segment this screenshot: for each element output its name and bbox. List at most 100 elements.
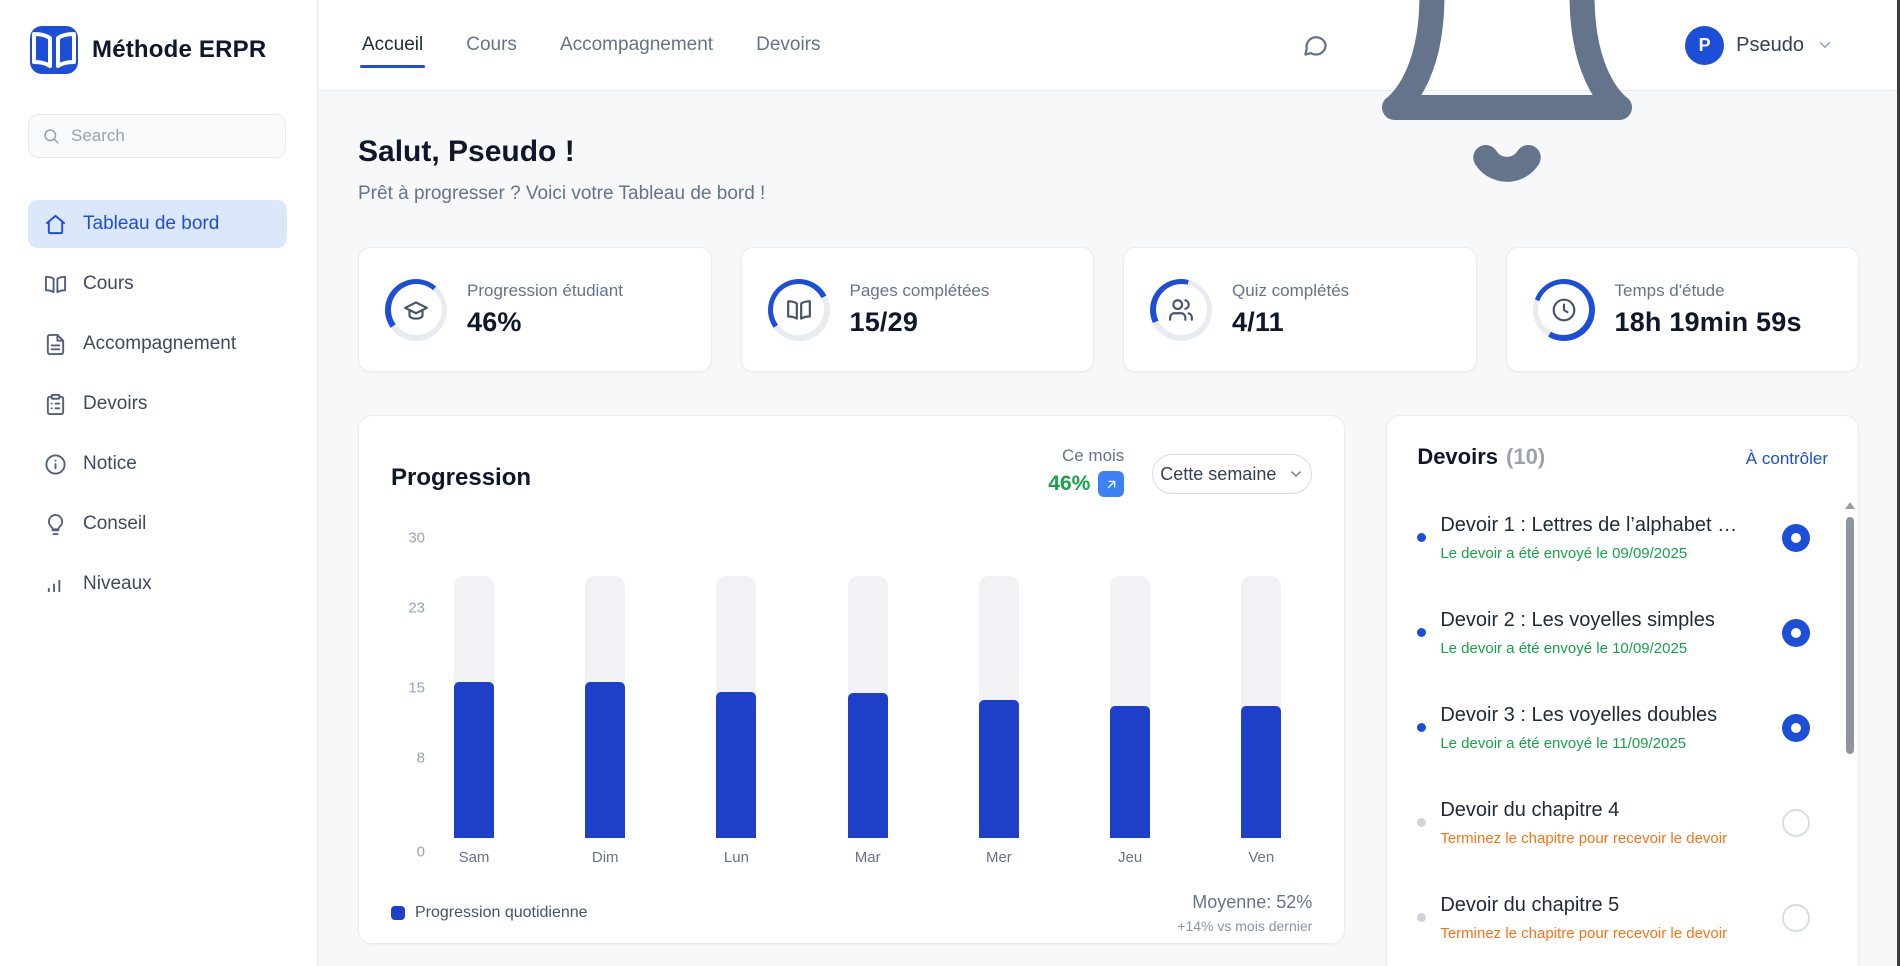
period-select-value: Cette semaine: [1160, 463, 1277, 484]
tab-cours[interactable]: Cours: [466, 34, 517, 55]
y-tick-label: 0: [416, 843, 425, 861]
x-axis-label: Sam: [458, 849, 490, 866]
devoir-radio[interactable]: [1782, 903, 1810, 932]
home-icon: [44, 213, 67, 236]
devoir-subtitle: Le devoir a été envoyé le 11/09/2025: [1440, 734, 1687, 752]
stat-card-4: Temps d'étude 18h 19min 59s: [1505, 247, 1859, 372]
user-menu[interactable]: P Pseudo: [1685, 25, 1834, 65]
average-delta: +14% vs mois dernier: [1177, 918, 1313, 934]
main-content: Salut, Pseudo ! Prêt à progresser ? Voic…: [319, 91, 1900, 966]
sidebar-item-niveaux[interactable]: Niveaux: [28, 560, 287, 608]
bar-track: [454, 576, 494, 838]
stat-value: 18h 19min 59s: [1614, 307, 1802, 337]
arrow-up-right-icon: [1104, 477, 1119, 492]
x-axis-label: Mar: [854, 849, 881, 866]
tab-accompagnement[interactable]: Accompagnement: [559, 34, 714, 55]
status-dot-icon: [1417, 818, 1427, 827]
devoir-subtitle: Le devoir a été envoyé le 10/09/2025: [1440, 639, 1688, 657]
bar-column: Jeu: [1107, 531, 1153, 866]
devoir-subtitle: Terminez le chapitre pour recevoir le de…: [1440, 924, 1728, 942]
devoir-title: Devoir 1 : Lettres de l’alphabet …: [1440, 513, 1738, 536]
bar-track: [1241, 576, 1282, 838]
brand-logo: [30, 26, 78, 74]
scrollbar-thumb[interactable]: [1845, 517, 1854, 754]
bar-track: [1110, 576, 1151, 838]
to-review-link[interactable]: À contrôler: [1745, 449, 1828, 468]
devoir-radio[interactable]: [1782, 618, 1810, 647]
devoir-item[interactable]: Devoir 2 : Les voyelles simples Le devoi…: [1417, 605, 1828, 660]
bar-fill: [716, 692, 757, 838]
bar-fill: [978, 700, 1019, 838]
devoir-item[interactable]: Devoir du chapitre 4 Terminez le chapitr…: [1417, 795, 1828, 850]
x-axis-label: Lun: [723, 849, 749, 866]
devoir-item[interactable]: Devoir 1 : Lettres de l’alphabet … Le de…: [1417, 510, 1828, 565]
x-axis-label: Dim: [591, 849, 619, 866]
notifications-button[interactable]: 3: [1357, 0, 1657, 195]
month-progress: Ce mois 46%: [1048, 446, 1125, 497]
progress-ring: [1150, 278, 1212, 341]
x-axis-label: Jeu: [1118, 849, 1143, 866]
stat-card-1: Progression étudiant 46%: [358, 247, 712, 372]
sidebar-item-notice[interactable]: Notice: [28, 440, 287, 488]
sidebar-item-accompagnement[interactable]: Accompagnement: [28, 320, 287, 368]
avatar: P: [1685, 25, 1725, 65]
bell-icon: [1357, 0, 1657, 195]
devoirs-header: Devoirs (10) À contrôler: [1417, 444, 1828, 470]
stat-label: Pages complétées: [849, 281, 990, 300]
devoir-subtitle: Le devoir a été envoyé le 09/09/2025: [1440, 544, 1688, 562]
bar-column: Ven: [1238, 531, 1284, 866]
devoirs-count: (10): [1506, 444, 1546, 469]
book-open-icon: [44, 273, 67, 296]
bars-area: Sam Dim Lun Mar Mer Jeu Ven: [433, 531, 1312, 866]
sidebar-item-cours[interactable]: Cours: [28, 260, 287, 308]
bar-column: Lun: [713, 531, 759, 866]
average-block: Moyenne: 52% +14% vs mois dernier: [1177, 892, 1312, 934]
devoir-radio[interactable]: [1782, 523, 1810, 552]
search-input[interactable]: [28, 114, 286, 158]
progress-ring: [1532, 278, 1595, 341]
book-logo-icon: [30, 26, 78, 74]
chart-footer: Progression quotidienne Moyenne: 52% +14…: [391, 892, 1312, 934]
search-icon: [42, 127, 60, 145]
clock-icon: [1551, 297, 1577, 323]
tab-accueil[interactable]: Accueil: [360, 28, 426, 68]
bar-column: Mer: [976, 531, 1022, 866]
window-edge: [1897, 0, 1900, 966]
stat-card-2: Pages complétées 15/29: [740, 247, 1094, 372]
progress-ring: [385, 278, 447, 341]
devoir-title: Devoir 2 : Les voyelles simples: [1440, 608, 1715, 631]
bar-track: [716, 576, 757, 838]
status-dot-icon: [1417, 628, 1427, 637]
period-select[interactable]: Cette semaine: [1152, 454, 1313, 494]
y-tick-label: 30: [408, 529, 425, 547]
scroll-up-icon[interactable]: [1845, 502, 1855, 509]
bar-track: [978, 576, 1019, 838]
bar-fill: [1110, 706, 1151, 838]
sidebar-item-devoirs[interactable]: Devoirs: [28, 380, 287, 428]
file-text-icon: [44, 333, 67, 356]
bar-track: [847, 576, 888, 838]
x-axis-label: Ven: [1248, 849, 1275, 866]
progression-card: Progression Ce mois 46% Cette semaine: [358, 415, 1346, 944]
devoir-item[interactable]: Devoir 3 : Les voyelles doubles Le devoi…: [1417, 700, 1828, 755]
devoir-radio[interactable]: [1782, 713, 1810, 742]
x-axis-label: Mer: [985, 849, 1012, 866]
tab-devoirs[interactable]: Devoirs: [756, 34, 821, 55]
trend-chip[interactable]: [1098, 471, 1125, 497]
stat-label: Quiz complétés: [1232, 281, 1350, 300]
devoir-title: Devoir du chapitre 5: [1440, 893, 1620, 916]
book-open-icon: [786, 297, 812, 323]
devoirs-scrollbar: [1845, 502, 1855, 966]
devoir-item[interactable]: Devoir du chapitre 5 Terminez le chapitr…: [1417, 890, 1828, 945]
chat-icon[interactable]: [1302, 32, 1329, 59]
bar-fill: [847, 693, 888, 838]
users-icon: [1168, 297, 1194, 323]
month-progress-label: Ce mois: [1061, 446, 1125, 465]
devoir-radio[interactable]: [1782, 808, 1810, 837]
sidebar-item-conseil[interactable]: Conseil: [28, 500, 287, 548]
search: [28, 114, 287, 158]
sidebar: Méthode ERPR Tableau de bord Cours Accom…: [0, 0, 318, 966]
sidebar-item-tableau-de-bord[interactable]: Tableau de bord: [28, 200, 287, 248]
stat-value: 15/29: [849, 307, 919, 337]
